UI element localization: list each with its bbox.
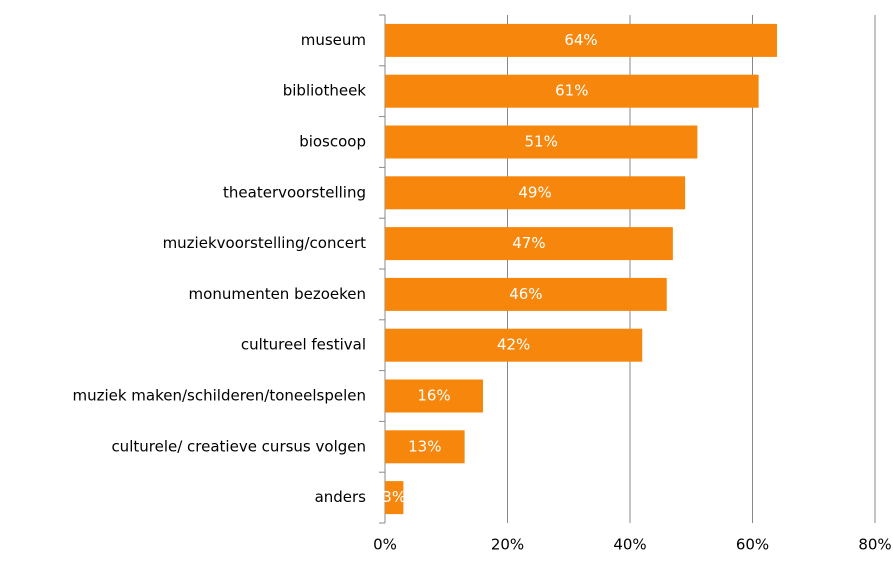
bar xyxy=(385,74,759,108)
data-label: 47% xyxy=(512,234,545,252)
bar xyxy=(385,430,465,464)
x-tick-label: 80% xyxy=(858,536,891,554)
y-tick-label: anders xyxy=(315,488,367,506)
bar xyxy=(385,328,643,362)
y-tick-label: theatervoorstelling xyxy=(223,183,366,201)
data-label: 46% xyxy=(509,285,542,303)
bar xyxy=(385,176,686,210)
data-label: 42% xyxy=(497,336,530,354)
bar xyxy=(385,125,698,159)
data-label: 13% xyxy=(408,437,441,455)
y-tick-label: monumenten bezoeken xyxy=(189,285,366,303)
y-tick-label: muziek maken/schilderen/toneelspelen xyxy=(72,387,366,405)
bar xyxy=(385,23,777,57)
data-label: 51% xyxy=(525,133,558,151)
data-label: 49% xyxy=(518,183,551,201)
bar xyxy=(385,379,483,413)
bar xyxy=(385,227,673,261)
y-tick-label: muziekvoorstelling/concert xyxy=(163,234,367,252)
y-tick-label: culturele/ creatieve cursus volgen xyxy=(111,437,366,455)
data-label: 16% xyxy=(417,387,450,405)
y-tick-label: cultureel festival xyxy=(241,336,366,354)
x-tick-label: 40% xyxy=(613,536,646,554)
y-tick-label: bioscoop xyxy=(299,133,366,151)
data-label: 3% xyxy=(382,488,406,506)
data-label: 61% xyxy=(555,82,588,100)
x-tick-label: 60% xyxy=(736,536,769,554)
y-tick-label: bibliotheek xyxy=(283,82,367,100)
x-tick-label: 20% xyxy=(491,536,524,554)
bar xyxy=(385,481,404,515)
x-tick-label: 0% xyxy=(373,536,397,554)
y-tick-label: museum xyxy=(301,31,366,49)
bar xyxy=(385,277,667,311)
data-label: 64% xyxy=(564,31,597,49)
